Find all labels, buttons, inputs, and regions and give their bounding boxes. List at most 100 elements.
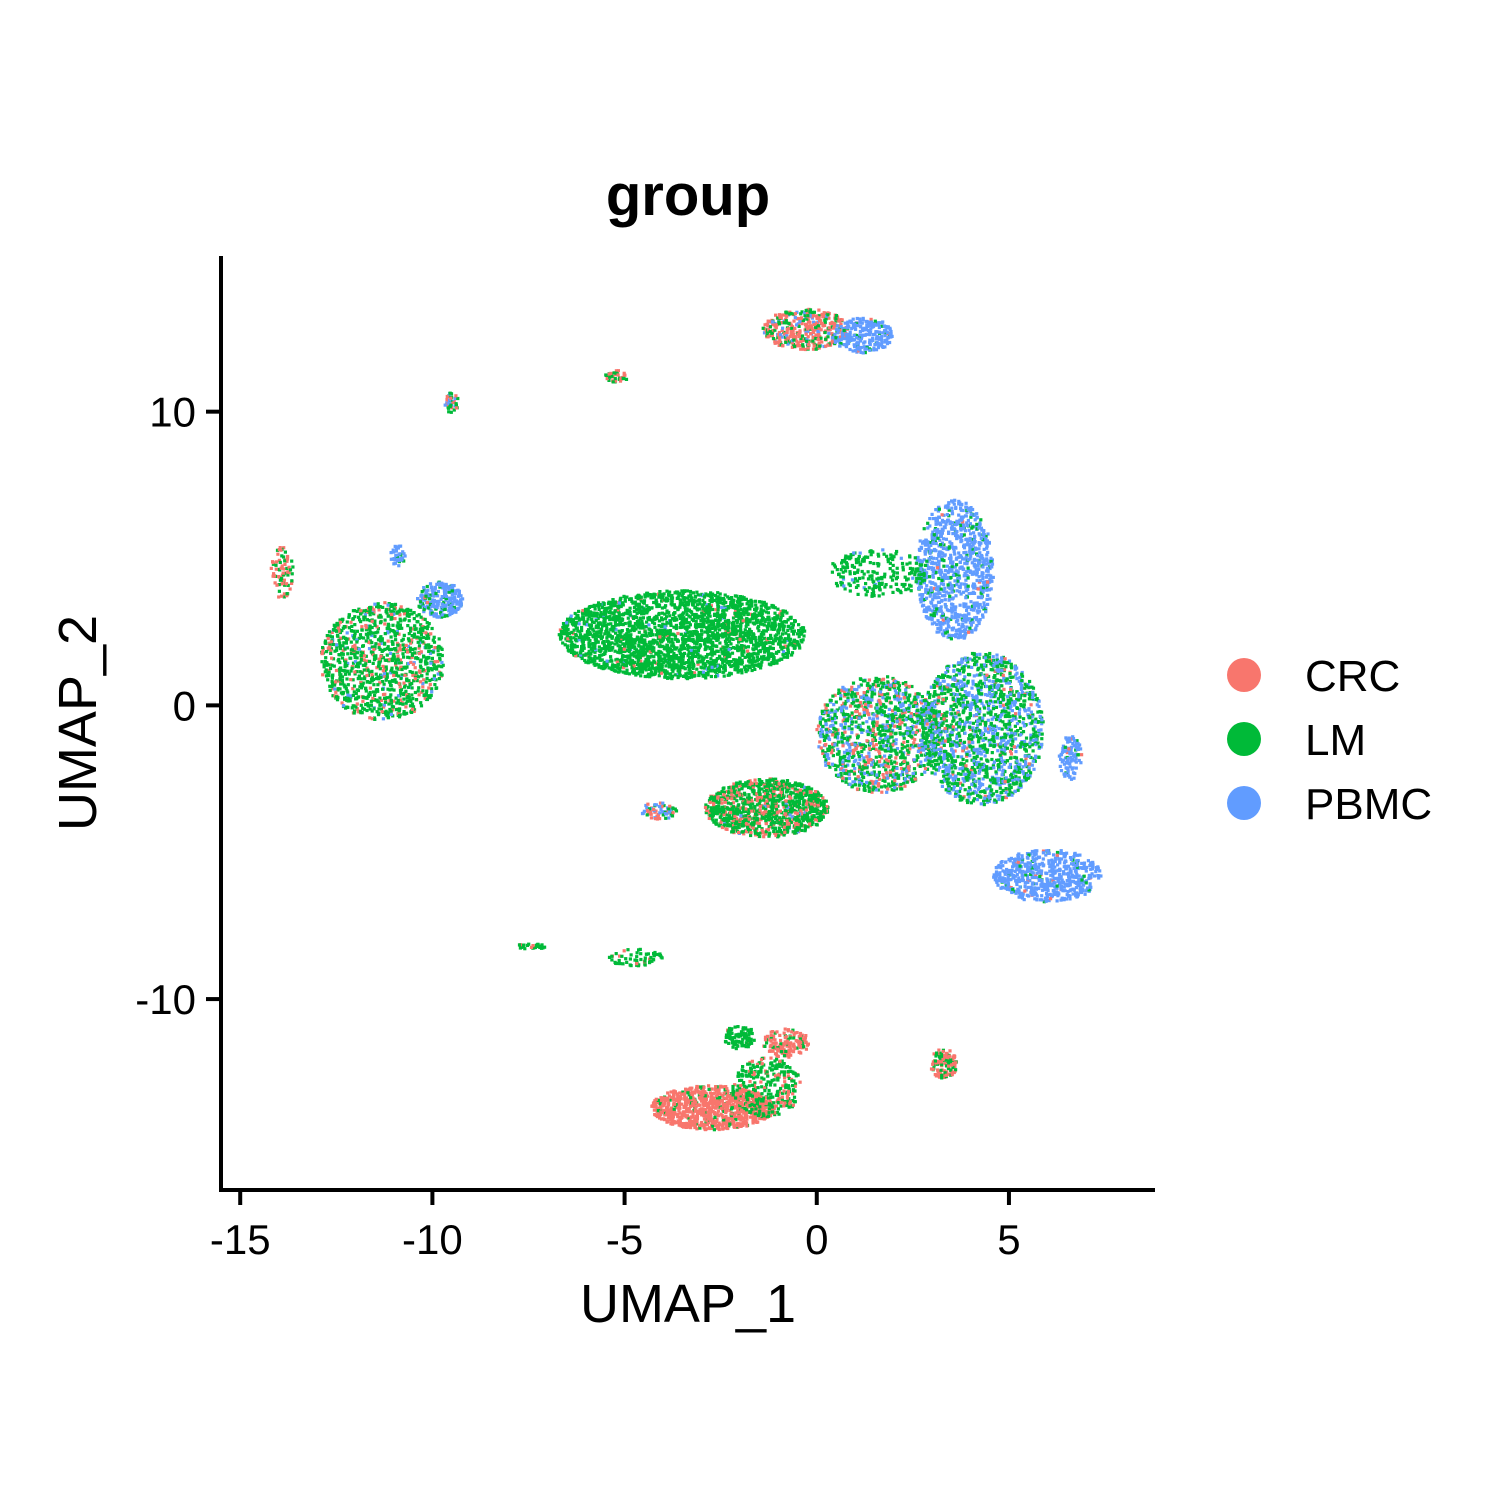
data-point	[718, 656, 722, 660]
data-point	[766, 649, 770, 653]
data-point	[444, 582, 448, 586]
data-point	[681, 658, 685, 663]
data-point	[705, 620, 709, 624]
data-point	[773, 620, 777, 624]
data-point	[664, 604, 668, 608]
data-point	[769, 636, 773, 641]
data-point	[802, 634, 806, 638]
data-point	[599, 648, 603, 652]
data-point	[575, 651, 579, 655]
data-point	[728, 807, 732, 812]
data-point	[637, 594, 641, 599]
data-point	[720, 805, 724, 809]
data-point	[770, 654, 774, 658]
data-point	[595, 639, 599, 643]
data-point	[693, 624, 698, 628]
data-point	[770, 802, 774, 806]
data-point	[819, 794, 823, 798]
data-point	[736, 790, 740, 794]
data-point	[736, 648, 740, 652]
data-point	[704, 803, 708, 807]
data-point	[393, 561, 397, 565]
data-point	[760, 828, 764, 832]
data-point	[789, 622, 794, 626]
data-point	[346, 652, 350, 656]
data-point	[727, 635, 731, 639]
data-point	[760, 655, 764, 659]
data-point	[429, 661, 433, 665]
data-point	[749, 601, 753, 605]
data-point	[732, 658, 736, 662]
data-point	[566, 617, 570, 621]
data-point	[672, 603, 676, 607]
data-point	[353, 637, 357, 641]
data-point	[657, 603, 662, 607]
data-point	[759, 607, 763, 611]
data-point	[438, 583, 442, 588]
data-point	[370, 645, 374, 649]
data-point	[430, 626, 434, 631]
data-point	[636, 625, 640, 629]
data-point	[419, 660, 423, 664]
data-point	[637, 640, 641, 644]
data-point	[345, 631, 349, 635]
data-point	[712, 623, 716, 627]
data-point	[640, 605, 644, 609]
data-point	[416, 675, 421, 679]
data-point	[388, 651, 393, 655]
data-point	[277, 583, 281, 587]
data-point	[343, 669, 347, 673]
data-point	[772, 661, 776, 666]
data-point	[798, 646, 802, 650]
data-point	[670, 617, 675, 621]
data-point	[379, 654, 383, 658]
data-point	[737, 640, 741, 644]
data-point	[759, 648, 763, 653]
data-point	[796, 790, 800, 794]
data-point	[808, 793, 812, 797]
data-point	[620, 655, 625, 659]
data-point	[665, 629, 669, 633]
data-point	[795, 784, 799, 788]
data-point	[325, 650, 329, 654]
data-point	[388, 695, 392, 699]
data-point	[786, 628, 790, 632]
data-point	[351, 645, 355, 649]
data-point	[663, 675, 667, 679]
data-point	[768, 831, 772, 835]
data-point	[595, 631, 599, 635]
data-point	[444, 588, 448, 592]
data-point	[652, 660, 657, 664]
data-point	[641, 645, 645, 650]
data-point	[357, 647, 361, 651]
data-point	[386, 622, 390, 626]
data-point	[368, 608, 372, 612]
data-point	[691, 633, 695, 638]
data-point	[722, 609, 726, 613]
data-point	[701, 662, 705, 666]
data-point	[772, 792, 776, 796]
data-point	[350, 665, 354, 669]
data-point	[720, 614, 724, 618]
data-point	[766, 653, 771, 657]
data-point	[734, 630, 738, 634]
data-point	[703, 609, 707, 613]
data-point	[414, 656, 418, 660]
data-point	[737, 617, 741, 621]
data-point	[720, 626, 725, 630]
data-point	[740, 650, 744, 654]
data-point	[439, 605, 443, 610]
data-point	[801, 803, 805, 807]
data-point	[637, 619, 641, 623]
data-point	[427, 649, 431, 653]
data-point	[638, 670, 642, 674]
data-point	[734, 610, 738, 614]
data-point	[572, 636, 576, 640]
data-point	[338, 666, 342, 670]
data-point	[767, 618, 771, 622]
data-point	[632, 628, 636, 633]
data-point	[602, 609, 606, 613]
data-point	[729, 816, 733, 820]
data-point	[669, 650, 673, 654]
data-point	[329, 647, 333, 651]
